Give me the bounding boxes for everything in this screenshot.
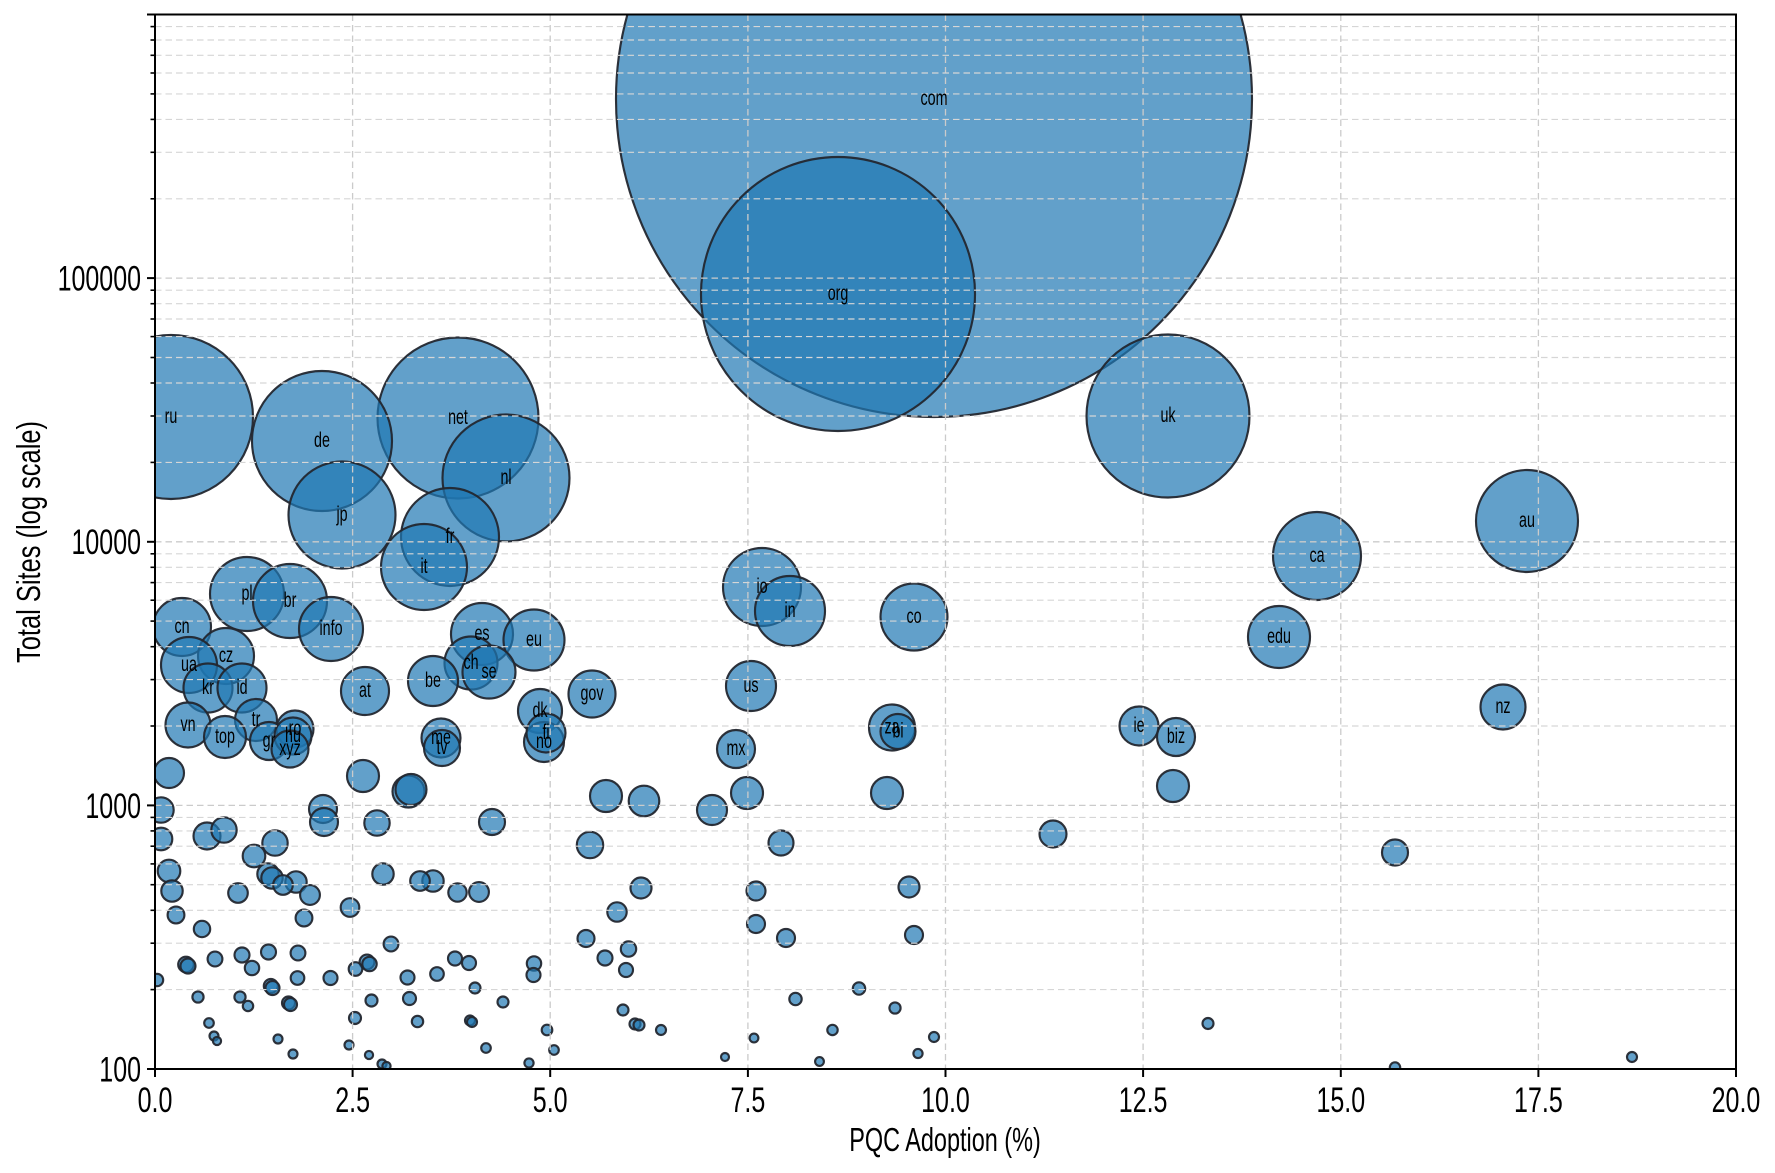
svg-text:20.0: 20.0 (1712, 1081, 1761, 1120)
svg-text:id: id (236, 676, 247, 699)
svg-text:17.5: 17.5 (1514, 1081, 1563, 1120)
svg-text:hu: hu (285, 724, 301, 747)
svg-text:nl: nl (500, 466, 511, 489)
svg-text:ro: ro (289, 717, 302, 740)
svg-text:Total Sites (log scale): Total Sites (log scale) (10, 421, 47, 663)
svg-text:no: no (536, 730, 552, 753)
svg-text:se: se (481, 660, 496, 683)
svg-text:tv: tv (436, 736, 447, 759)
svg-text:at: at (359, 679, 371, 702)
svg-text:biz: biz (1167, 725, 1185, 748)
svg-text:kr: kr (202, 676, 214, 699)
svg-text:xyz: xyz (279, 737, 300, 760)
svg-text:me: me (431, 726, 451, 749)
svg-text:co: co (906, 605, 921, 628)
svg-text:za: za (884, 715, 899, 738)
svg-text:15.0: 15.0 (1316, 1081, 1365, 1120)
svg-text:0.0: 0.0 (138, 1081, 173, 1120)
svg-text:edu: edu (1267, 625, 1291, 648)
svg-text:tr: tr (252, 708, 261, 731)
svg-text:pl: pl (241, 582, 252, 605)
svg-text:br: br (284, 589, 297, 612)
svg-text:io: io (756, 575, 767, 598)
svg-text:com: com (921, 87, 948, 110)
svg-text:net: net (448, 406, 468, 429)
svg-text:10000: 10000 (72, 523, 142, 562)
svg-text:fi: fi (542, 721, 549, 744)
svg-text:10.0: 10.0 (921, 1081, 970, 1120)
svg-text:PQC Adoption (%): PQC Adoption (%) (849, 1121, 1041, 1158)
svg-text:in: in (784, 599, 795, 622)
svg-text:cn: cn (174, 615, 189, 638)
svg-text:ch: ch (463, 651, 478, 674)
svg-text:dk: dk (532, 699, 547, 722)
svg-text:gr: gr (263, 729, 276, 752)
svg-text:top: top (215, 725, 235, 748)
svg-text:bi: bi (892, 719, 903, 742)
svg-text:ua: ua (181, 653, 197, 676)
svg-text:cz: cz (219, 644, 233, 667)
svg-text:de: de (314, 429, 330, 452)
svg-text:es: es (474, 622, 489, 645)
svg-text:it: it (420, 555, 427, 578)
svg-text:info: info (320, 617, 343, 640)
svg-text:12.5: 12.5 (1119, 1081, 1168, 1120)
svg-text:au: au (1519, 509, 1535, 532)
svg-text:jp: jp (336, 503, 348, 526)
svg-text:uk: uk (1160, 404, 1175, 427)
svg-text:ie: ie (1133, 714, 1144, 737)
svg-text:ca: ca (1309, 544, 1324, 567)
svg-text:vn: vn (180, 713, 195, 736)
svg-text:100: 100 (99, 1051, 141, 1090)
svg-text:fr: fr (446, 525, 455, 548)
svg-text:org: org (828, 282, 849, 305)
svg-text:gov: gov (581, 682, 604, 705)
svg-text:ru: ru (165, 405, 178, 428)
svg-text:5.0: 5.0 (533, 1081, 568, 1120)
svg-text:1000: 1000 (85, 787, 141, 826)
svg-text:mx: mx (727, 737, 746, 760)
svg-text:100000: 100000 (58, 260, 141, 299)
svg-text:be: be (425, 669, 441, 692)
svg-text:eu: eu (526, 628, 542, 651)
svg-text:us: us (743, 674, 758, 697)
svg-text:nz: nz (1495, 695, 1510, 718)
svg-text:2.5: 2.5 (335, 1081, 370, 1120)
svg-text:7.5: 7.5 (731, 1081, 766, 1120)
